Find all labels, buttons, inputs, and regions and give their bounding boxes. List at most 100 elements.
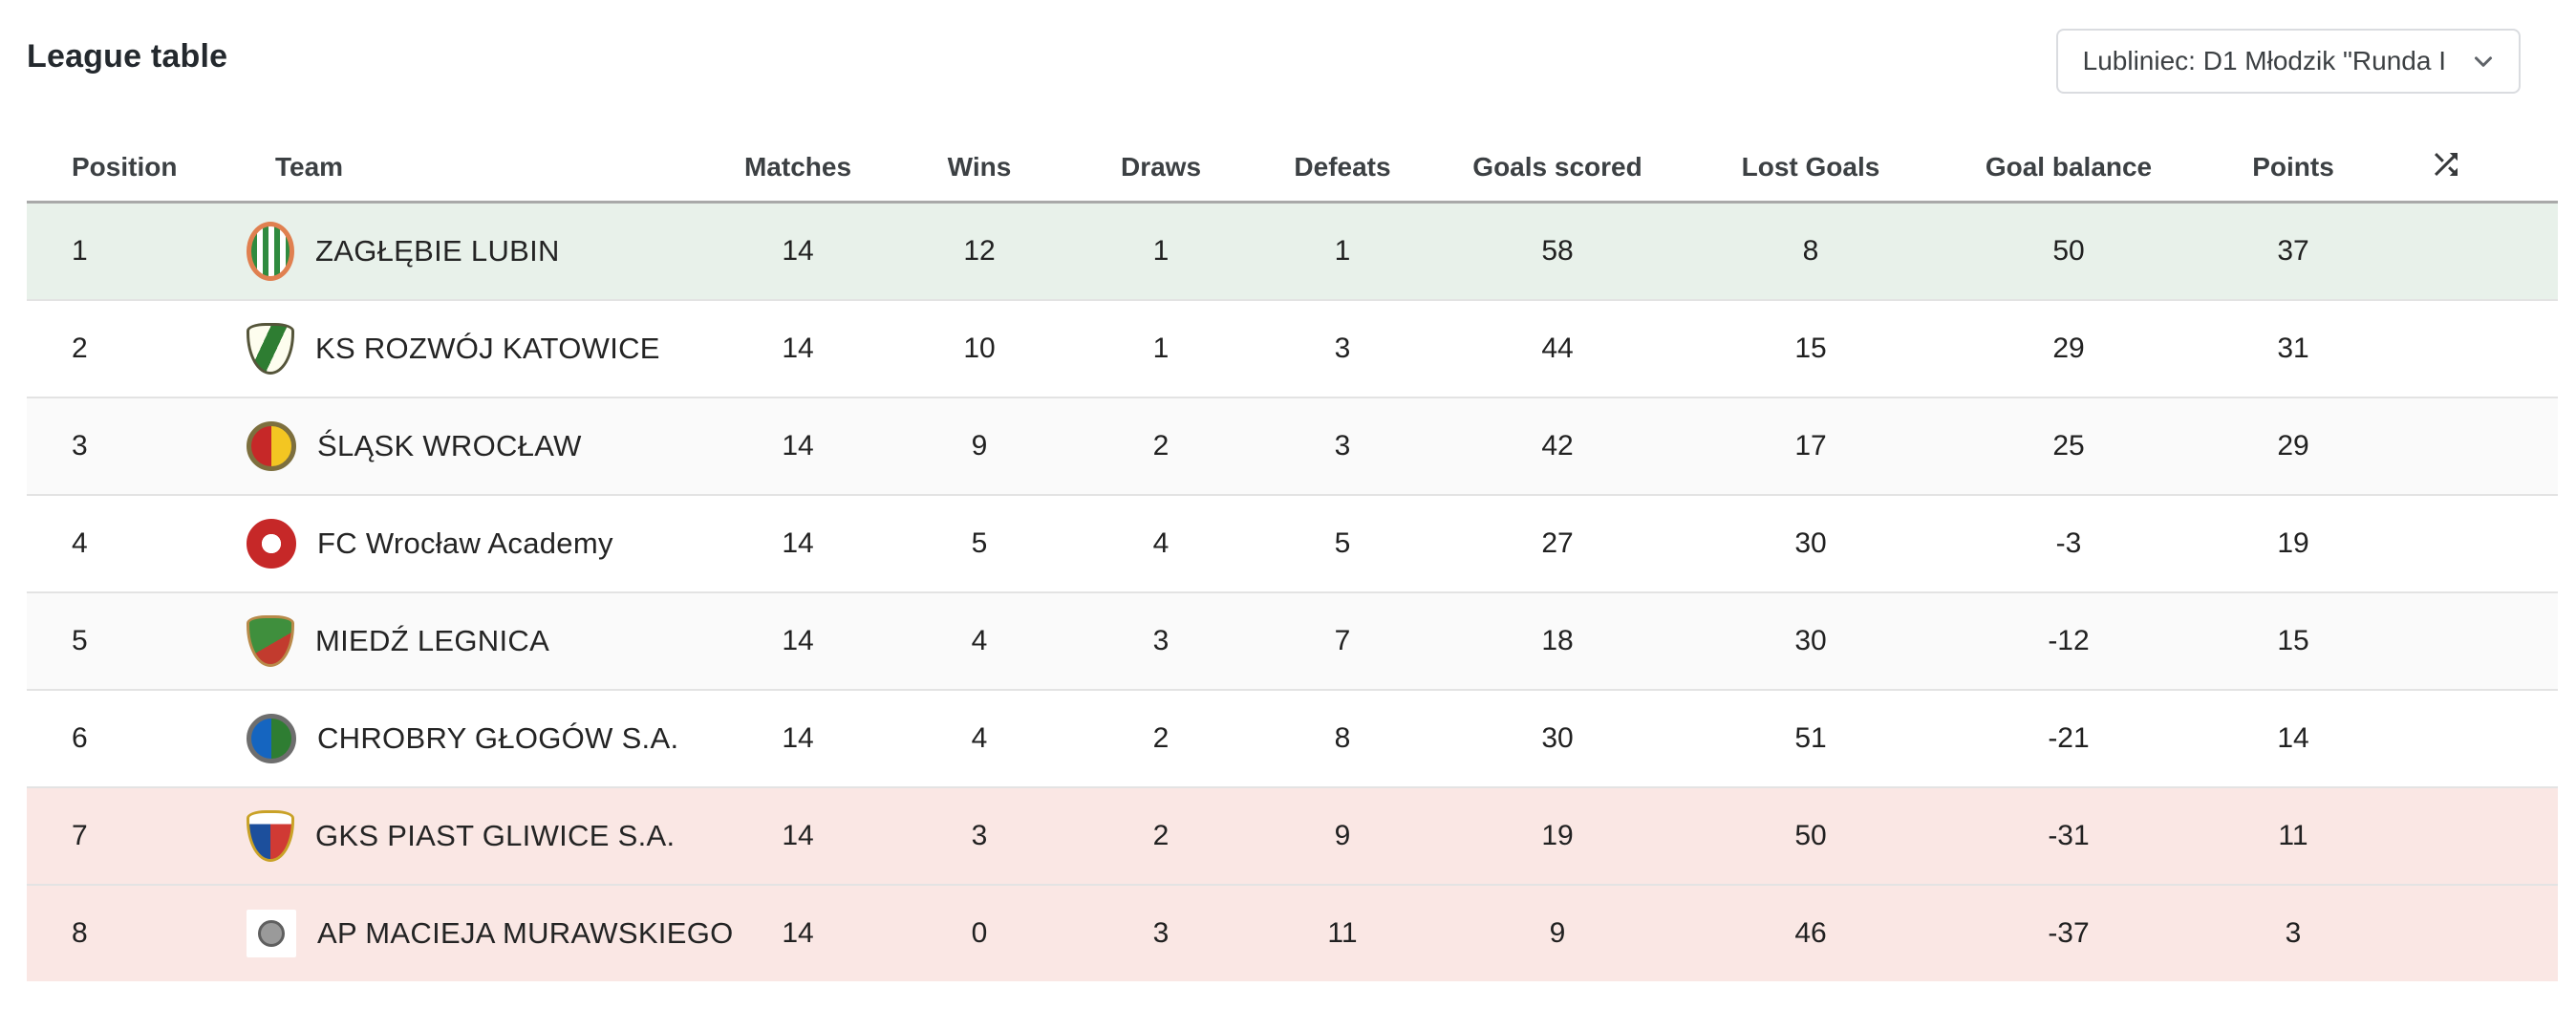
table-row: 6 CHROBRY GŁOGÓW S.A. 14 4 2 8 30 51 -21… xyxy=(27,689,2558,787)
goals-scored-cell: 9 xyxy=(1433,884,1682,981)
position-cell: 5 xyxy=(27,591,247,690)
chevron-down-icon xyxy=(2475,56,2492,67)
team-name: MIEDŹ LEGNICA xyxy=(315,624,550,657)
points-cell: 31 xyxy=(2198,299,2389,397)
team-cell: KS ROZWÓJ KATOWICE xyxy=(247,299,707,397)
wins-cell: 4 xyxy=(889,689,1070,787)
sort-cell xyxy=(2389,201,2558,300)
points-cell: 37 xyxy=(2198,201,2389,300)
points-cell: 29 xyxy=(2198,397,2389,495)
defeats-cell: 7 xyxy=(1252,591,1433,690)
team-cell: ZAGŁĘBIE LUBIN xyxy=(247,201,707,300)
goal-balance-cell: -21 xyxy=(1940,689,2198,787)
defeats-cell: 3 xyxy=(1252,397,1433,495)
wins-cell: 3 xyxy=(889,786,1070,885)
sort-cell xyxy=(2389,786,2558,885)
table-row: 4 FC Wrocław Academy 14 5 4 5 27 30 -3 1… xyxy=(27,494,2558,592)
team-badge-icon xyxy=(247,714,296,763)
points-cell: 14 xyxy=(2198,689,2389,787)
goal-balance-cell: 29 xyxy=(1940,299,2198,397)
league-table: Position Team Matches Wins Draws Defeats… xyxy=(27,134,2558,981)
table-body: 1 ZAGŁĘBIE LUBIN 14 12 1 1 58 8 50 37 2 … xyxy=(27,201,2558,981)
goal-balance-cell: -12 xyxy=(1940,591,2198,690)
team-cell: FC Wrocław Academy xyxy=(247,494,707,592)
team-badge-icon xyxy=(247,615,294,667)
team-badge-icon xyxy=(247,910,296,957)
points-cell: 3 xyxy=(2198,884,2389,981)
column-header-lost-goals: Lost Goals xyxy=(1741,152,1880,182)
team-cell: MIEDŹ LEGNICA xyxy=(247,591,707,690)
team-cell: AP MACIEJA MURAWSKIEGO xyxy=(247,884,733,981)
sort-cell xyxy=(2389,494,2558,592)
team-badge-icon xyxy=(247,323,294,375)
goal-balance-cell: 50 xyxy=(1940,201,2198,300)
draws-cell: 4 xyxy=(1070,494,1252,592)
wins-cell: 4 xyxy=(889,591,1070,690)
matches-cell: 14 xyxy=(707,494,889,592)
goals-scored-cell: 30 xyxy=(1433,689,1682,787)
defeats-cell: 5 xyxy=(1252,494,1433,592)
goal-balance-cell: -3 xyxy=(1940,494,2198,592)
goal-balance-cell: -31 xyxy=(1940,786,2198,885)
defeats-cell: 11 xyxy=(1252,884,1433,981)
draws-cell: 1 xyxy=(1070,201,1252,300)
lost-goals-cell: 15 xyxy=(1682,299,1940,397)
matches-cell: 14 xyxy=(707,689,889,787)
points-cell: 19 xyxy=(2198,494,2389,592)
goals-scored-cell: 27 xyxy=(1433,494,1682,592)
draws-cell: 2 xyxy=(1070,689,1252,787)
table-row: 8 AP MACIEJA MURAWSKIEGO 14 0 3 11 9 46 … xyxy=(27,884,2558,981)
column-header-team: Team xyxy=(275,152,344,182)
ball-icon xyxy=(258,920,285,947)
goals-scored-cell: 18 xyxy=(1433,591,1682,690)
position-cell: 6 xyxy=(27,689,247,787)
column-header-matches: Matches xyxy=(743,152,852,182)
goal-balance-cell: -37 xyxy=(1940,884,2198,981)
matches-cell: 14 xyxy=(707,299,889,397)
points-cell: 15 xyxy=(2198,591,2389,690)
defeats-cell: 3 xyxy=(1252,299,1433,397)
draws-cell: 1 xyxy=(1070,299,1252,397)
position-cell: 2 xyxy=(27,299,247,397)
wins-cell: 10 xyxy=(889,299,1070,397)
position-cell: 1 xyxy=(27,201,247,300)
table-row: 3 ŚLĄSK WROCŁAW 14 9 2 3 42 17 25 29 xyxy=(27,397,2558,495)
goals-scored-cell: 42 xyxy=(1433,397,1682,495)
team-name: ZAGŁĘBIE LUBIN xyxy=(315,234,560,268)
sort-cell xyxy=(2389,884,2558,981)
sort-cell xyxy=(2389,299,2558,397)
table-row: 5 MIEDŹ LEGNICA 14 4 3 7 18 30 -12 15 xyxy=(27,591,2558,690)
table-header: Position Team Matches Wins Draws Defeats… xyxy=(27,134,2558,203)
team-badge-icon xyxy=(247,421,296,471)
column-header-goals-scored: Goals scored xyxy=(1472,152,1642,182)
column-header-sort xyxy=(2389,134,2558,203)
wins-cell: 9 xyxy=(889,397,1070,495)
goals-scored-cell: 19 xyxy=(1433,786,1682,885)
draws-cell: 2 xyxy=(1070,786,1252,885)
column-header-draws: Draws xyxy=(1120,152,1202,182)
matches-cell: 14 xyxy=(707,786,889,885)
shuffle-icon[interactable] xyxy=(2429,147,2463,182)
draws-cell: 3 xyxy=(1070,591,1252,690)
position-cell: 7 xyxy=(27,786,247,885)
matches-cell: 14 xyxy=(707,884,889,981)
defeats-cell: 8 xyxy=(1252,689,1433,787)
lost-goals-cell: 51 xyxy=(1682,689,1940,787)
header-bar: League table Lubliniec: D1 Młodzik "Rund… xyxy=(0,0,2576,134)
lost-goals-cell: 17 xyxy=(1682,397,1940,495)
team-cell: GKS PIAST GLIWICE S.A. xyxy=(247,786,707,885)
page-title: League table xyxy=(27,38,228,75)
league-select-dropdown[interactable]: Lubliniec: D1 Młodzik "Runda I xyxy=(2055,29,2521,94)
draws-cell: 2 xyxy=(1070,397,1252,495)
team-badge-icon xyxy=(247,519,296,569)
draws-cell: 3 xyxy=(1070,884,1252,981)
sort-cell xyxy=(2389,689,2558,787)
column-header-wins: Wins xyxy=(947,152,1012,182)
team-name: KS ROZWÓJ KATOWICE xyxy=(315,332,660,365)
team-name: GKS PIAST GLIWICE S.A. xyxy=(315,819,676,852)
wins-cell: 0 xyxy=(889,884,1070,981)
position-cell: 8 xyxy=(27,884,247,981)
lost-goals-cell: 8 xyxy=(1682,201,1940,300)
column-header-defeats: Defeats xyxy=(1294,152,1391,182)
goals-scored-cell: 58 xyxy=(1433,201,1682,300)
